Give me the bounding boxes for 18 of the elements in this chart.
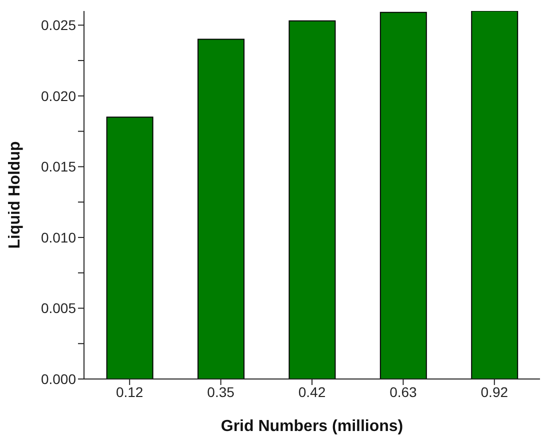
bar xyxy=(471,11,518,379)
bar xyxy=(106,116,154,379)
y-tick-label: 0.010 xyxy=(40,229,76,246)
x-tick-label: 0.12 xyxy=(116,384,144,400)
x-tick-label: 0.42 xyxy=(298,384,326,400)
y-tick-label: 0.000 xyxy=(40,370,76,387)
bar xyxy=(380,12,427,379)
y-axis-title: Liquid Holdup xyxy=(6,141,24,249)
x-tick-label: 0.63 xyxy=(390,384,418,400)
x-axis-title: Grid Numbers (millions) xyxy=(220,418,404,435)
x-tick-label: 0.92 xyxy=(480,384,508,400)
y-tick-label: 0.015 xyxy=(40,158,76,175)
x-tick-label: 0.35 xyxy=(207,384,235,400)
y-tick-label: 0.005 xyxy=(40,300,76,316)
y-tick-label: 0.025 xyxy=(40,17,76,34)
bar xyxy=(288,20,336,379)
bar xyxy=(198,38,244,379)
y-tick-label: 0.020 xyxy=(40,88,76,104)
